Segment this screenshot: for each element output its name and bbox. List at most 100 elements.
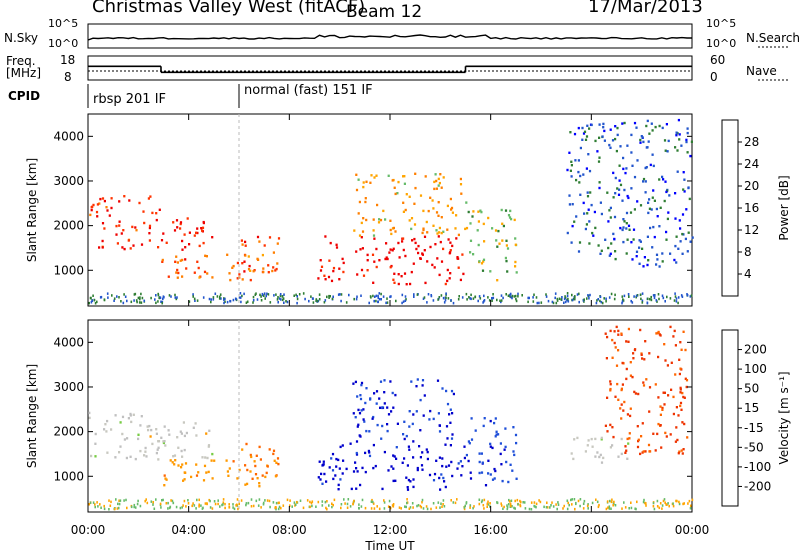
velocity-noise-mark bbox=[198, 505, 200, 508]
velocity-noise-mark bbox=[233, 507, 236, 511]
power-cell bbox=[276, 262, 279, 265]
power-noise-mark bbox=[517, 292, 519, 296]
velocity-noise-mark bbox=[383, 501, 386, 504]
velocity-noise-mark bbox=[566, 507, 569, 511]
velocity-cell bbox=[493, 467, 496, 471]
power-noise-mark bbox=[223, 298, 225, 301]
velocity-cell bbox=[272, 452, 275, 456]
velocity-cell bbox=[342, 459, 345, 462]
power-cell bbox=[625, 167, 628, 170]
velocity-cell bbox=[180, 449, 183, 453]
power-cell bbox=[607, 246, 610, 250]
power-cell bbox=[387, 174, 390, 177]
velocity-cell bbox=[208, 429, 211, 432]
power-cell bbox=[626, 194, 629, 198]
velocity-cell bbox=[341, 444, 344, 447]
power-cell bbox=[625, 252, 628, 255]
power-noise-mark bbox=[413, 293, 415, 296]
velocity-noise-mark bbox=[487, 500, 489, 503]
velocity-noise-mark bbox=[672, 502, 674, 505]
velocity-cell bbox=[613, 341, 616, 345]
power-cell bbox=[184, 258, 187, 261]
velocity-cell bbox=[375, 402, 378, 405]
power-noise-mark bbox=[355, 297, 358, 301]
velocity-cell bbox=[444, 443, 447, 446]
power-cell bbox=[675, 261, 678, 264]
power-cell bbox=[238, 273, 241, 276]
power-cell bbox=[689, 240, 692, 243]
velocity-noise-mark bbox=[262, 503, 265, 506]
power-noise-mark bbox=[666, 295, 668, 299]
power-cell bbox=[252, 270, 255, 273]
power-cell bbox=[177, 271, 180, 275]
velocity-cell bbox=[609, 380, 612, 383]
power-cell bbox=[582, 201, 585, 205]
velocity-cell bbox=[494, 435, 497, 438]
velocity-noise-mark bbox=[245, 502, 248, 505]
power-noise-mark bbox=[175, 297, 178, 301]
power-noise-mark bbox=[219, 293, 222, 296]
power-cell bbox=[186, 217, 189, 220]
velocity-cell bbox=[181, 455, 184, 458]
velocity-cell bbox=[428, 473, 432, 477]
power-cell bbox=[465, 201, 468, 204]
velocity-cell bbox=[452, 392, 455, 396]
velocity-noise-mark bbox=[568, 503, 570, 507]
power-cell bbox=[645, 124, 648, 128]
velocity-noise-mark bbox=[89, 501, 92, 504]
velocity-cell bbox=[402, 433, 405, 436]
power-cell bbox=[165, 241, 168, 244]
power-cell bbox=[173, 229, 177, 232]
power-colorbar-label: Power [dB] bbox=[777, 175, 791, 240]
power-cell bbox=[585, 135, 589, 138]
power-noise-mark bbox=[404, 295, 407, 298]
power-cell bbox=[478, 260, 481, 263]
velocity-noise-mark bbox=[204, 502, 207, 505]
velocity-cell bbox=[173, 463, 176, 466]
velocity-noise-mark bbox=[250, 505, 253, 508]
power-cell bbox=[611, 139, 615, 142]
power-cell bbox=[578, 241, 582, 244]
power-cell bbox=[584, 138, 588, 141]
velocity-cell bbox=[372, 466, 375, 470]
velocity-cell bbox=[682, 448, 685, 451]
power-noise-mark bbox=[113, 297, 116, 300]
power-cell bbox=[431, 199, 434, 202]
power-cell bbox=[646, 119, 649, 123]
power-cell bbox=[151, 211, 154, 215]
velocity-noise-mark bbox=[678, 500, 680, 504]
velocity-noise-mark bbox=[240, 499, 243, 502]
velocity-region-0 bbox=[88, 411, 163, 461]
velocity-cell bbox=[621, 361, 624, 365]
power-noise-mark bbox=[583, 298, 585, 301]
power-cell bbox=[360, 268, 364, 272]
power-cell bbox=[579, 193, 582, 196]
power-cell bbox=[669, 252, 672, 255]
power-noise-mark bbox=[613, 297, 616, 301]
velocity-noise-mark bbox=[610, 500, 613, 504]
power-noise-mark bbox=[507, 294, 510, 297]
power-noise-mark bbox=[662, 296, 665, 300]
velocity-noise-mark bbox=[198, 503, 200, 506]
velocity-cell bbox=[512, 450, 515, 453]
velocity-noise-mark bbox=[221, 503, 223, 507]
power-noise-mark bbox=[650, 295, 652, 299]
velocity-cell bbox=[443, 480, 446, 483]
power-cell bbox=[635, 126, 638, 129]
power-noise-mark bbox=[673, 299, 676, 302]
power-cell bbox=[674, 244, 677, 248]
velocity-noise-mark bbox=[169, 505, 172, 509]
power-cell bbox=[181, 239, 184, 243]
power-ytick-label: 4000 bbox=[53, 129, 84, 143]
velocity-noise-mark bbox=[99, 503, 101, 506]
velocity-cell bbox=[576, 436, 579, 440]
power-cell bbox=[176, 268, 179, 272]
velocity-cell bbox=[357, 423, 360, 426]
power-cell bbox=[603, 129, 606, 133]
velocity-cell bbox=[480, 452, 483, 455]
velocity-cell bbox=[274, 475, 277, 478]
power-cell bbox=[588, 242, 591, 245]
power-noise-mark bbox=[545, 295, 548, 298]
velocity-noise-mark bbox=[238, 502, 240, 506]
power-cell bbox=[566, 231, 569, 235]
